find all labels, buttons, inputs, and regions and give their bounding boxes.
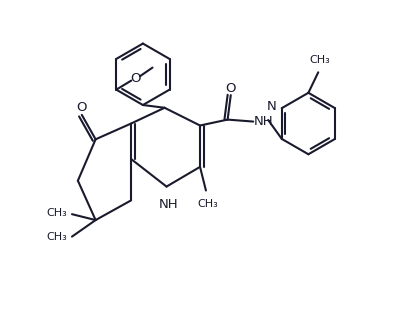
Text: O: O [225, 82, 236, 94]
Text: CH₃: CH₃ [46, 208, 67, 218]
Text: NH: NH [159, 197, 178, 211]
Text: NH: NH [254, 115, 274, 128]
Text: CH₃: CH₃ [46, 232, 67, 242]
Text: O: O [76, 101, 86, 114]
Text: O: O [131, 72, 141, 85]
Text: CH₃: CH₃ [310, 55, 330, 65]
Text: CH₃: CH₃ [197, 199, 218, 209]
Text: N: N [267, 100, 276, 113]
